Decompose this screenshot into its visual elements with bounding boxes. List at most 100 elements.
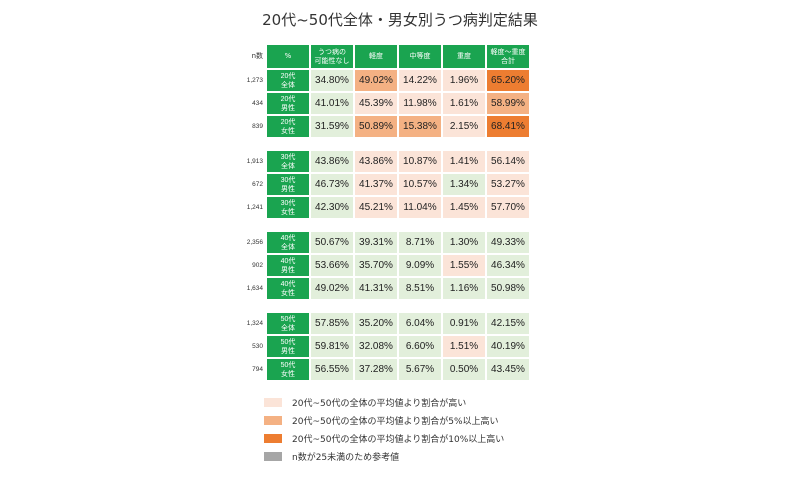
value-cell: 15.38% [399,116,441,137]
n-count: 672 [240,174,265,195]
legend-swatch [264,397,282,407]
n-count: 1,324 [240,313,265,334]
value-cell: 50.98% [487,278,529,299]
value-cell: 37.28% [355,359,397,380]
value-cell: 59.81% [311,336,353,357]
value-cell: 6.60% [399,336,441,357]
n-count: 1,634 [240,278,265,299]
row-label: 20代 男性 [267,93,309,114]
legend-item: n数が25未満のため参考値 [264,447,504,465]
value-cell: 68.41% [487,116,529,137]
column-header: 軽度 [355,45,397,68]
value-cell: 57.70% [487,197,529,218]
value-cell: 10.57% [399,174,441,195]
value-cell: 50.89% [355,116,397,137]
n-count: 2,356 [240,232,265,253]
table-row: 1,241 30代 女性 42.30% 45.21% 11.04% 1.45% 57.70% [240,197,529,218]
table-row: 902 40代 男性 53.66% 35.70% 9.09% 1.55% 46.34% [240,255,529,276]
n-count: 1,913 [240,151,265,172]
n-count: 839 [240,116,265,137]
row-label: 30代 全体 [267,151,309,172]
page-title: 20代~50代全体・男女別うつ病判定結果 [262,11,538,29]
value-cell: 14.22% [399,70,441,91]
n-count: 902 [240,255,265,276]
value-cell: 49.33% [487,232,529,253]
value-cell: 43.86% [355,151,397,172]
row-label: 50代 女性 [267,359,309,380]
value-cell: 1.30% [443,232,485,253]
value-cell: 56.14% [487,151,529,172]
value-cell: 46.34% [487,255,529,276]
row-label: 30代 女性 [267,197,309,218]
table-row: 434 20代 男性 41.01% 45.39% 11.98% 1.61% 58.99% [240,93,529,114]
value-cell: 32.08% [355,336,397,357]
legend-item: 20代~50代の全体の平均値より割合が5%以上高い [264,411,504,429]
value-cell: 41.01% [311,93,353,114]
value-cell: 42.15% [487,313,529,334]
value-cell: 57.85% [311,313,353,334]
column-header: 軽度～重度 合計 [487,45,529,68]
header-row: n数% うつ病の 可能性なし 軽度 中等度 重度 軽度～重度 合計 [240,45,529,68]
legend-label: n数が25未満のため参考値 [292,452,400,463]
row-label: 20代 全体 [267,70,309,91]
value-cell: 65.20% [487,70,529,91]
value-cell: 41.37% [355,174,397,195]
value-cell: 56.55% [311,359,353,380]
value-cell: 43.86% [311,151,353,172]
legend-item: 20代~50代の全体の平均値より割合が高い [264,393,504,411]
legend-swatch [264,433,282,443]
value-cell: 1.51% [443,336,485,357]
column-header: うつ病の 可能性なし [311,45,353,68]
value-cell: 50.67% [311,232,353,253]
value-cell: 34.80% [311,70,353,91]
table-row: 1,634 40代 女性 49.02% 41.31% 8.51% 1.16% 50.98% [240,278,529,299]
row-label: 20代 女性 [267,116,309,137]
value-cell: 10.87% [399,151,441,172]
n-count: 794 [240,359,265,380]
value-cell: 8.71% [399,232,441,253]
n-count: 434 [240,93,265,114]
value-cell: 6.04% [399,313,441,334]
value-cell: 2.15% [443,116,485,137]
value-cell: 53.27% [487,174,529,195]
value-cell: 0.91% [443,313,485,334]
row-label: 40代 男性 [267,255,309,276]
value-cell: 35.70% [355,255,397,276]
n-count: 1,241 [240,197,265,218]
value-cell: 39.31% [355,232,397,253]
column-header: 中等度 [399,45,441,68]
legend-label: 20代~50代の全体の平均値より割合が10%以上高い [292,434,505,445]
value-cell: 1.45% [443,197,485,218]
value-cell: 1.41% [443,151,485,172]
group-spacer [240,220,529,230]
table-row: 1,913 30代 全体 43.86% 43.86% 10.87% 1.41% 56.14% [240,151,529,172]
column-header: % [267,45,309,68]
n-count: 530 [240,336,265,357]
value-cell: 9.09% [399,255,441,276]
results-table: n数% うつ病の 可能性なし 軽度 中等度 重度 軽度～重度 合計 1,273 20代 全体 34.8… [238,43,531,382]
legend-swatch [264,415,282,425]
value-cell: 41.31% [355,278,397,299]
value-cell: 1.96% [443,70,485,91]
group-spacer [240,139,529,149]
value-cell: 43.45% [487,359,529,380]
value-cell: 31.59% [311,116,353,137]
value-cell: 49.02% [311,278,353,299]
value-cell: 0.50% [443,359,485,380]
row-label: 40代 女性 [267,278,309,299]
row-label: 50代 男性 [267,336,309,357]
legend-label: 20代~50代の全体の平均値より割合が高い [292,398,467,409]
value-cell: 1.16% [443,278,485,299]
value-cell: 53.66% [311,255,353,276]
table-row: 839 20代 女性 31.59% 50.89% 15.38% 2.15% 68.41% [240,116,529,137]
table-row: 1,324 50代 全体 57.85% 35.20% 6.04% 0.91% 42.15% [240,313,529,334]
value-cell: 1.34% [443,174,485,195]
value-cell: 11.98% [399,93,441,114]
value-cell: 5.67% [399,359,441,380]
table-row: 794 50代 女性 56.55% 37.28% 5.67% 0.50% 43.45% [240,359,529,380]
table-row: 530 50代 男性 59.81% 32.08% 6.60% 1.51% 40.19% [240,336,529,357]
row-label: 50代 全体 [267,313,309,334]
row-label: 40代 全体 [267,232,309,253]
value-cell: 49.02% [355,70,397,91]
table-row: 2,356 40代 全体 50.67% 39.31% 8.71% 1.30% 49.33% [240,232,529,253]
